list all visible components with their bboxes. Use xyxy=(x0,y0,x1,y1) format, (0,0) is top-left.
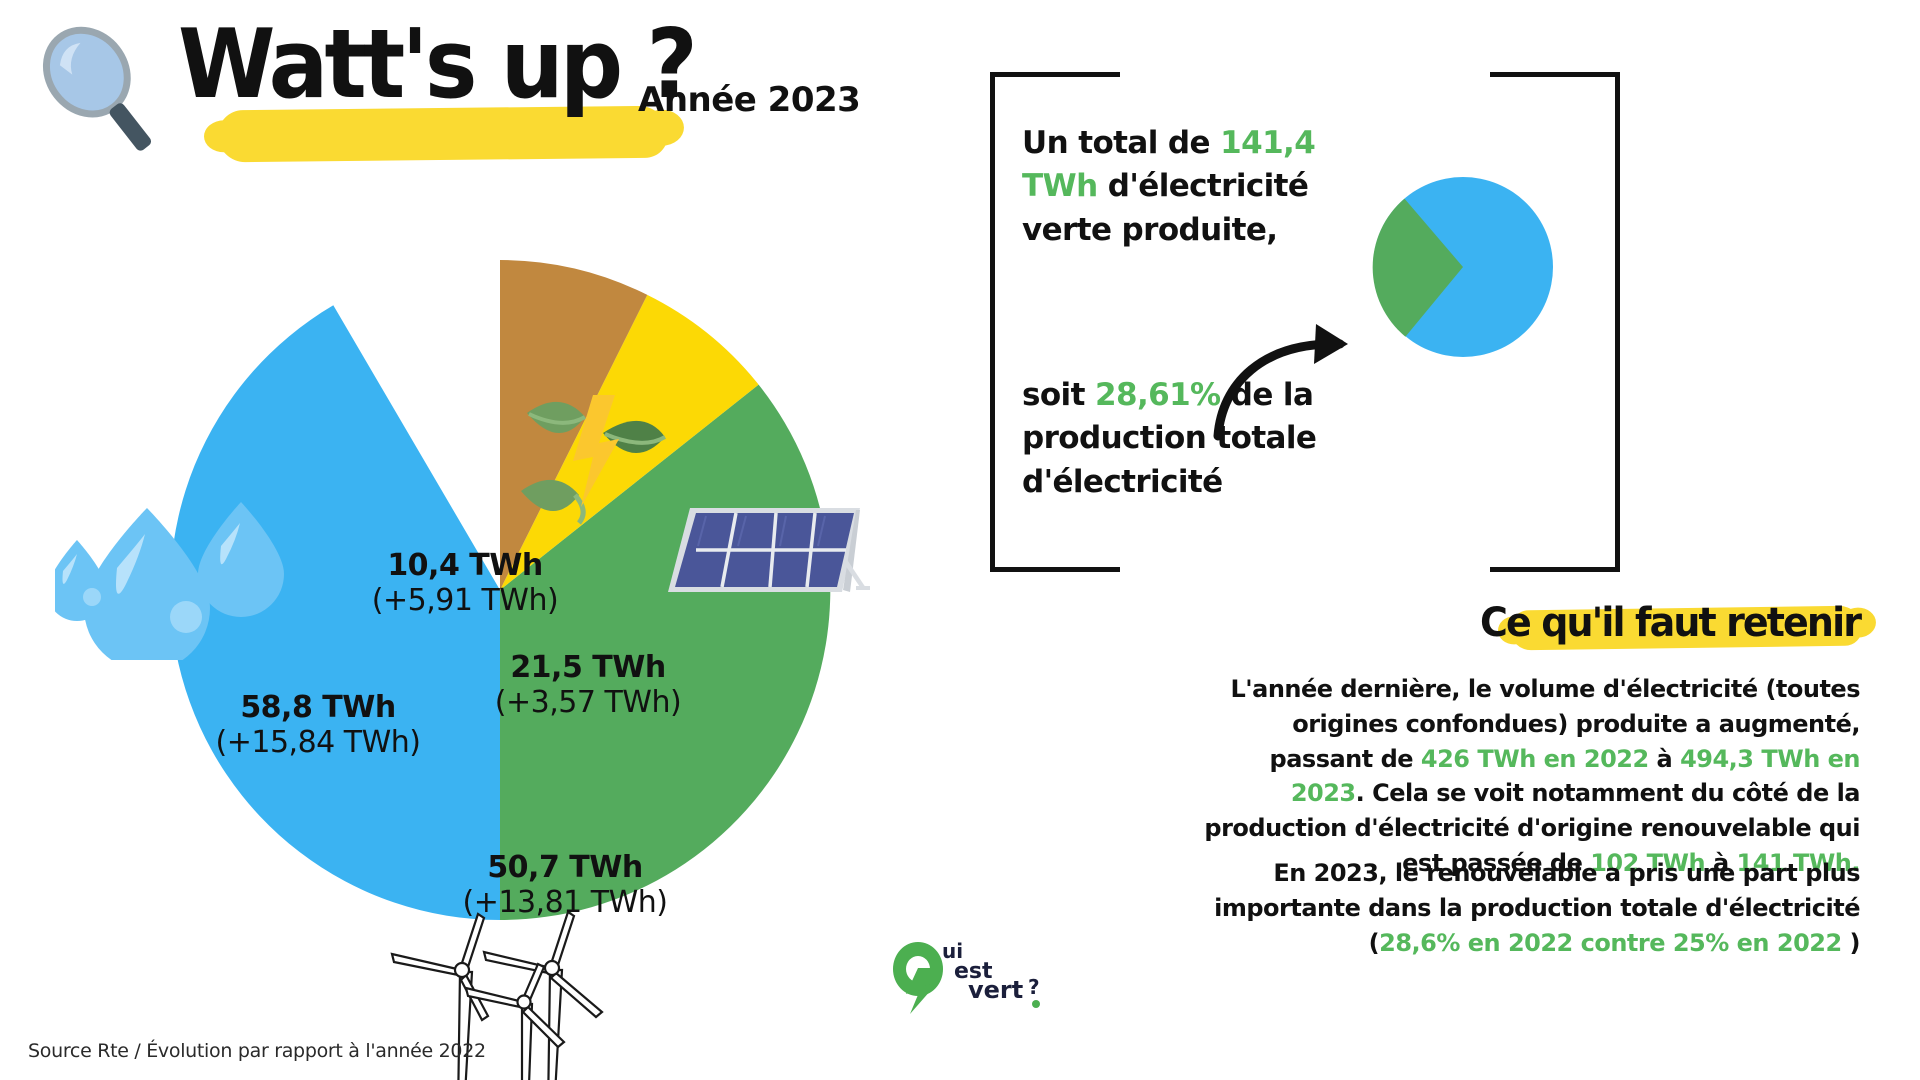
retenir-text-5: En 2023, le renouvelable a pris une part… xyxy=(1214,859,1860,957)
qui-est-vert-logo[interactable]: ui est vert ? xyxy=(888,938,1058,1018)
panel-text-plain-3: soit xyxy=(1022,377,1095,413)
svg-text:?: ? xyxy=(1028,975,1040,999)
retenir-value-share-compare: 28,6% en 2022 contre 25% en 2022 xyxy=(1379,928,1842,957)
water-droplets-icon xyxy=(47,500,305,671)
solar-panel-icon xyxy=(660,498,870,618)
source-note: Source Rte / Évolution par rapport à l'a… xyxy=(28,1040,486,1062)
year-label: Année 2023 xyxy=(638,80,861,120)
panel-value-share-percent: 28,61% xyxy=(1095,377,1221,413)
slice-label-eolien: 50,7 TWh (+13,81 TWh) xyxy=(400,850,730,920)
wind-turbine-icon xyxy=(372,910,652,1080)
panel-text-plain-2: d'électricité verte produite, xyxy=(1022,168,1309,248)
bracket-edge-right xyxy=(1615,72,1620,572)
retenir-value-102: 102 TWh xyxy=(1590,848,1706,877)
slice-label-solaire: 21,5 TWh (+3,57 TWh) xyxy=(468,650,708,720)
q-lightning-icon xyxy=(892,942,944,1014)
page-title: Watt's up ? xyxy=(178,10,698,120)
curved-arrow-icon xyxy=(1213,324,1348,441)
bracket-edge-top-left xyxy=(990,72,1120,77)
panel-value-total-twh: 141,4 TWh xyxy=(1022,125,1316,205)
key-takeaway-paragraph-2: En 2023, le renouvelable a pris une part… xyxy=(1200,856,1860,960)
highlight-bracket-panel: Un total de 141,4 TWh d'électricité vert… xyxy=(990,72,1620,572)
retenir-text-2: à xyxy=(1648,744,1681,773)
magnifying-glass-icon xyxy=(18,18,168,168)
slice-value: 10,4 TWh xyxy=(387,548,543,583)
retenir-text-4: à xyxy=(1705,848,1737,877)
svg-text:est: est xyxy=(954,959,993,984)
slice-label-hydraulique: 58,8 TWh (+15,84 TWh) xyxy=(148,690,488,760)
slice-value: 58,8 TWh xyxy=(240,690,396,725)
slice-value: 21,5 TWh xyxy=(510,650,666,685)
leaf-bolt-icon xyxy=(515,395,705,525)
panel-statement-total: Un total de 141,4 TWh d'électricité vert… xyxy=(1022,122,1372,252)
panel-text-plain-4: de la production totale d'électricité xyxy=(1022,377,1317,500)
panel-statement-share: soit 28,61% de la production totale d'él… xyxy=(1022,374,1372,504)
slice-value: 50,7 TWh xyxy=(487,850,643,885)
key-takeaway-block: Ce qu'il faut retenir L'année dernière, … xyxy=(1140,600,1870,1000)
title-block: Watt's up ? Année 2023 xyxy=(0,0,900,190)
bracket-edge-top-right xyxy=(1490,72,1620,77)
pie-slice-hydraulique xyxy=(170,305,500,920)
retenir-text-6: ) xyxy=(1841,928,1861,957)
bracket-edge-bottom-right xyxy=(1490,567,1620,572)
key-takeaway-title: Ce qu'il faut retenir xyxy=(1479,600,1862,646)
slice-label-bioenergies: 10,4 TWh (+5,91 TWh) xyxy=(345,548,585,618)
retenir-value-426: 426 TWh en 2022 xyxy=(1420,744,1649,773)
main-pie-chart: 10,4 TWh (+5,91 TWh) 21,5 TWh (+3,57 TWh… xyxy=(0,200,900,1080)
slice-delta: (+15,84 TWh) xyxy=(215,725,421,760)
retenir-value-494: 494,3 TWh en 2023 xyxy=(1290,744,1861,808)
retenir-text-3: . Cela se voit notamment du côté de la p… xyxy=(1204,779,1860,877)
svg-text:vert: vert xyxy=(968,976,1023,1004)
bracket-edge-bottom-left xyxy=(990,567,1120,572)
slice-delta: (+13,81 TWh) xyxy=(462,885,668,920)
slice-delta: (+5,91 TWh) xyxy=(371,583,559,618)
svg-text:ui: ui xyxy=(942,939,963,963)
retenir-value-141: 141 TWh. xyxy=(1736,848,1861,877)
mini-pie-chart xyxy=(1372,177,1553,357)
retenir-text-1: L'année dernière, le volume d'électricit… xyxy=(1230,675,1860,773)
slice-delta: (+3,57 TWh) xyxy=(494,685,682,720)
bracket-edge-left xyxy=(990,72,995,572)
panel-text-plain-1: Un total de xyxy=(1022,125,1221,161)
key-takeaway-paragraph-1: L'année dernière, le volume d'électricit… xyxy=(1200,672,1860,881)
